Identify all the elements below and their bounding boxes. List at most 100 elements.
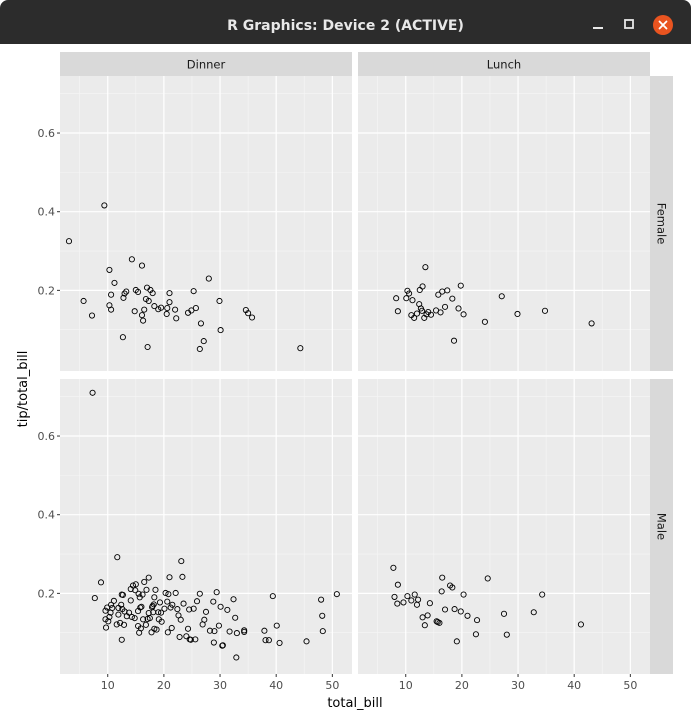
- data-point: [150, 601, 157, 608]
- data-point: [111, 279, 118, 286]
- facet-label-lunch: Lunch: [487, 58, 521, 72]
- close-icon[interactable]: [653, 15, 673, 35]
- data-point: [178, 558, 185, 565]
- faceted-scatter-plot: Dinner Lunch Female Male 0.2 0.4 0.6 0.2 0.4 0.6 1…: [16, 52, 673, 711]
- data-point: [232, 614, 239, 621]
- data-point: [206, 627, 213, 634]
- data-point: [438, 588, 445, 595]
- data-point: [262, 637, 269, 644]
- data-point: [101, 202, 108, 209]
- data-point: [164, 305, 171, 312]
- x-tick-label: 50: [325, 679, 339, 692]
- facet-strip-lunch: [358, 52, 650, 76]
- data-point: [153, 626, 160, 633]
- data-point: [132, 587, 139, 594]
- data-point: [303, 638, 310, 645]
- data-point: [164, 629, 171, 636]
- data-point: [210, 639, 217, 646]
- data-point: [404, 593, 411, 600]
- data-point: [140, 616, 147, 623]
- data-point: [173, 315, 180, 322]
- data-point: [265, 637, 272, 644]
- panel-dinner-female-background: [60, 76, 352, 371]
- data-point: [319, 628, 326, 635]
- data-point: [179, 573, 186, 580]
- data-point: [403, 295, 410, 302]
- data-point: [419, 283, 426, 290]
- data-point: [215, 622, 222, 629]
- data-point: [102, 607, 109, 614]
- data-point: [276, 639, 283, 646]
- x-tick-label: 50: [623, 679, 637, 692]
- data-point: [163, 310, 170, 318]
- data-point: [422, 264, 429, 271]
- data-point: [176, 633, 183, 641]
- data-point: [168, 624, 175, 632]
- data-point: [539, 591, 546, 598]
- data-point: [149, 602, 156, 610]
- data-point: [196, 590, 203, 597]
- data-point: [196, 345, 203, 353]
- data-point: [319, 612, 326, 619]
- data-point: [473, 617, 481, 624]
- data-point: [145, 574, 152, 581]
- x-axis-label: total_bill: [327, 696, 382, 711]
- data-point: [514, 310, 521, 318]
- window-titlebar[interactable]: R Graphics: Device 2 (ACTIVE): [0, 0, 691, 44]
- data-point: [449, 584, 456, 591]
- x-tick-label: 40: [567, 679, 581, 692]
- x-tick-label: 30: [213, 679, 227, 692]
- data-point: [115, 611, 122, 618]
- data-point: [192, 305, 199, 312]
- data-point: [162, 589, 169, 597]
- data-point: [217, 327, 224, 334]
- data-point: [145, 297, 152, 305]
- data-point: [165, 591, 172, 598]
- data-point: [261, 627, 268, 634]
- data-point: [248, 314, 256, 321]
- data-point: [426, 600, 433, 607]
- data-point: [205, 275, 212, 282]
- data-point: [143, 586, 150, 593]
- data-point: [128, 613, 135, 621]
- data-point: [119, 334, 126, 341]
- y-tick-label: 0.4: [38, 509, 56, 522]
- data-point: [137, 625, 144, 632]
- data-point: [202, 608, 210, 615]
- data-point: [141, 578, 148, 586]
- data-point: [156, 599, 164, 606]
- maximize-icon[interactable]: [619, 14, 639, 34]
- data-point: [91, 595, 98, 602]
- x-tick-label: 30: [511, 679, 525, 692]
- panel-lunch-male-background: [358, 379, 650, 674]
- data-point: [211, 628, 218, 635]
- data-point: [118, 636, 125, 643]
- data-point: [435, 291, 442, 298]
- data-point: [144, 343, 151, 351]
- plot-area: Dinner Lunch Female Male 0.2 0.4 0.6 0.2 0.4 0.6 1…: [10, 45, 681, 720]
- data-point: [444, 287, 451, 294]
- data-point: [503, 631, 510, 638]
- data-point: [110, 597, 117, 604]
- x-tick-label: 20: [455, 679, 469, 692]
- data-point: [120, 621, 128, 628]
- data-point: [142, 621, 149, 628]
- data-point: [121, 608, 128, 615]
- data-point: [192, 636, 199, 643]
- data-point: [193, 598, 201, 605]
- data-point: [190, 288, 197, 295]
- data-point: [226, 628, 233, 635]
- data-point: [200, 338, 207, 345]
- data-point: [394, 581, 401, 588]
- data-point: [190, 605, 197, 612]
- window-title: R Graphics: Device 2 (ACTIVE): [227, 18, 464, 34]
- data-point: [439, 574, 446, 581]
- data-point: [180, 600, 187, 607]
- data-point: [187, 636, 194, 643]
- minimize-icon[interactable]: [588, 14, 608, 34]
- x-tick-label: 40: [269, 679, 283, 692]
- data-point: [166, 299, 173, 306]
- data-point: [415, 596, 422, 603]
- data-point: [498, 293, 505, 300]
- data-point: [400, 599, 407, 606]
